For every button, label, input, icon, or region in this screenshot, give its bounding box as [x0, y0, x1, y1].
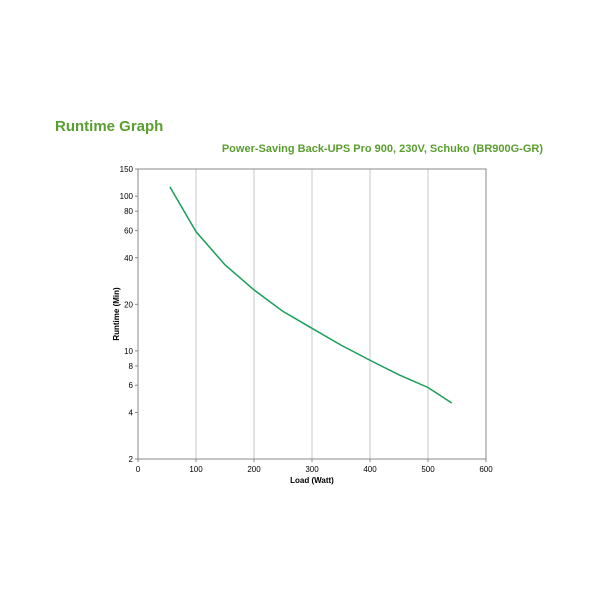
x-tick-label: 400: [363, 465, 377, 474]
y-tick-label: 2: [129, 455, 134, 464]
x-tick-label: 100: [189, 465, 203, 474]
chart-title: Runtime Graph: [55, 118, 163, 135]
x-tick-label: 200: [247, 465, 261, 474]
y-tick-label: 6: [129, 381, 134, 390]
y-tick-label: 20: [124, 300, 133, 309]
plot-frame: [137, 168, 487, 460]
chart-subtitle: Power-Saving Back-UPS Pro 900, 230V, Sch…: [222, 143, 543, 155]
y-tick-label: 100: [120, 192, 134, 201]
y-tick-label: 80: [124, 207, 133, 216]
y-tick-label: 10: [124, 347, 133, 356]
y-tick-label: 40: [124, 254, 133, 263]
y-axis-label: Runtime (Min): [112, 287, 121, 341]
x-axis-label: Load (Watt): [290, 476, 334, 485]
x-tick-label: 500: [421, 465, 435, 474]
y-tick-label: 4: [129, 408, 134, 417]
y-tick-label: 8: [129, 362, 134, 371]
y-tick-label: 150: [120, 165, 134, 174]
x-tick-label: 300: [305, 465, 319, 474]
x-tick-label: 0: [136, 465, 141, 474]
line: [169, 186, 453, 404]
x-tick-label: 600: [479, 465, 493, 474]
y-tick-label: 60: [124, 227, 133, 236]
